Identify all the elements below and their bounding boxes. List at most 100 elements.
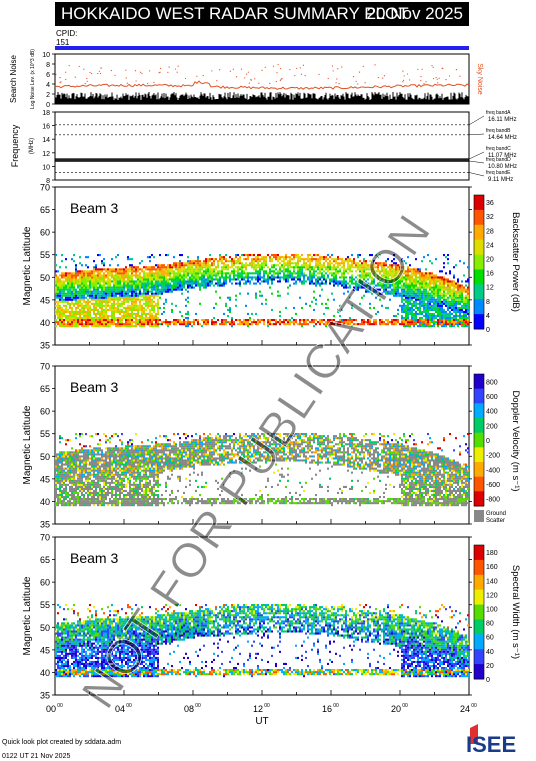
scatter-cell: [261, 266, 263, 269]
scatter-cell: [171, 286, 173, 289]
scatter-cell: [165, 288, 167, 291]
scatter-cell: [137, 323, 139, 326]
scatter-cell: [373, 278, 375, 281]
scatter-cell: [319, 294, 321, 297]
scatter-cell: [133, 282, 135, 285]
scatter-cell: [413, 278, 415, 281]
scatter-cell: [223, 264, 225, 267]
scatter-cell: [91, 270, 93, 273]
scatter-cell: [215, 290, 217, 293]
scatter-cell: [105, 286, 107, 289]
scatter-cell: [439, 284, 441, 287]
scatter-cell: [71, 319, 73, 322]
scatter-cell: [201, 272, 203, 275]
scatter-cell: [447, 308, 449, 311]
scatter-cell: [171, 288, 173, 291]
scatter-cell: [131, 304, 133, 307]
scatter-cell: [65, 325, 67, 328]
scatter-cell: [55, 453, 57, 456]
scatter-cell: [453, 276, 455, 279]
scatter-cell: [225, 321, 227, 324]
scatter-cell: [419, 319, 421, 322]
scatter-cell: [91, 278, 93, 281]
scatter-cell: [125, 323, 127, 326]
scatter-cell: [447, 319, 449, 322]
scatter-cell: [107, 319, 109, 322]
scatter-cell: [313, 296, 315, 299]
scatter-cell: [259, 294, 261, 297]
scatter-cell: [111, 310, 113, 313]
scatter-cell: [411, 310, 413, 313]
scatter-cell: [273, 323, 275, 326]
scatter-cell: [411, 274, 413, 277]
scatter-cell: [279, 280, 281, 283]
scatter-cell: [307, 266, 309, 269]
scatter-cell: [269, 321, 271, 324]
scatter-cell: [357, 282, 359, 285]
scatter-cell: [375, 270, 377, 273]
scatter-cell: [83, 457, 85, 460]
scatter-cell: [63, 319, 65, 322]
scatter-cell: [135, 280, 137, 283]
scatter-cell: [329, 268, 331, 271]
scatter-cell: [405, 315, 407, 318]
scatter-cell: [117, 268, 119, 271]
scatter-cell: [333, 278, 335, 281]
scatter-cell: [421, 260, 423, 263]
scatter-cell: [57, 455, 59, 458]
scatter-cell: [449, 294, 451, 297]
scatter-cell: [405, 312, 407, 315]
scatter-cell: [463, 262, 465, 265]
scatter-cell: [389, 282, 391, 285]
scatter-cell: [75, 288, 77, 291]
scatter-cell: [159, 280, 161, 283]
scatter-cell: [409, 306, 411, 309]
scatter-cell: [69, 463, 71, 466]
scatter-cell: [71, 491, 73, 494]
scatter-cell: [139, 317, 141, 320]
scatter-cell: [247, 280, 249, 283]
scatter-cell: [337, 321, 339, 324]
scatter-cell: [153, 274, 155, 277]
scatter-cell: [445, 294, 447, 297]
scatter-cell: [385, 278, 387, 281]
scatter-cell: [181, 284, 183, 287]
scatter-cell: [135, 266, 137, 269]
scatter-cell: [193, 264, 195, 267]
scatter-cell: [65, 463, 67, 466]
scatter-cell: [107, 296, 109, 299]
scatter-cell: [127, 310, 129, 313]
scatter-cell: [239, 323, 241, 326]
scatter-cell: [271, 282, 273, 285]
scatter-cell: [411, 321, 413, 324]
scatter-cell: [373, 268, 375, 271]
scatter-cell: [405, 278, 407, 281]
scatter-cell: [63, 487, 65, 490]
scatter-cell: [319, 270, 321, 273]
scatter-cell: [273, 256, 275, 259]
scatter-cell: [77, 500, 79, 503]
scatter-cell: [175, 274, 177, 277]
scatter-cell: [353, 319, 355, 322]
scatter-cell: [409, 323, 411, 326]
scatter-cell: [349, 284, 351, 287]
scatter-cell: [179, 278, 181, 281]
scatter-cell: [301, 323, 303, 326]
scatter-cell: [93, 302, 95, 305]
scatter-cell: [377, 266, 379, 269]
scatter-cell: [245, 280, 247, 283]
scatter-cell: [93, 290, 95, 293]
scatter-cell: [137, 278, 139, 281]
scatter-cell: [197, 268, 199, 271]
scatter-cell: [205, 321, 207, 324]
scatter-cell: [113, 310, 115, 313]
scatter-cell: [105, 308, 107, 311]
scatter-cell: [63, 496, 65, 499]
scatter-cell: [423, 325, 425, 328]
scatter-cell: [103, 296, 105, 299]
scatter-cell: [133, 274, 135, 277]
scatter-cell: [83, 300, 85, 303]
scatter-cell: [87, 310, 89, 313]
scatter-cell: [449, 321, 451, 324]
scatter-cell: [427, 282, 429, 285]
